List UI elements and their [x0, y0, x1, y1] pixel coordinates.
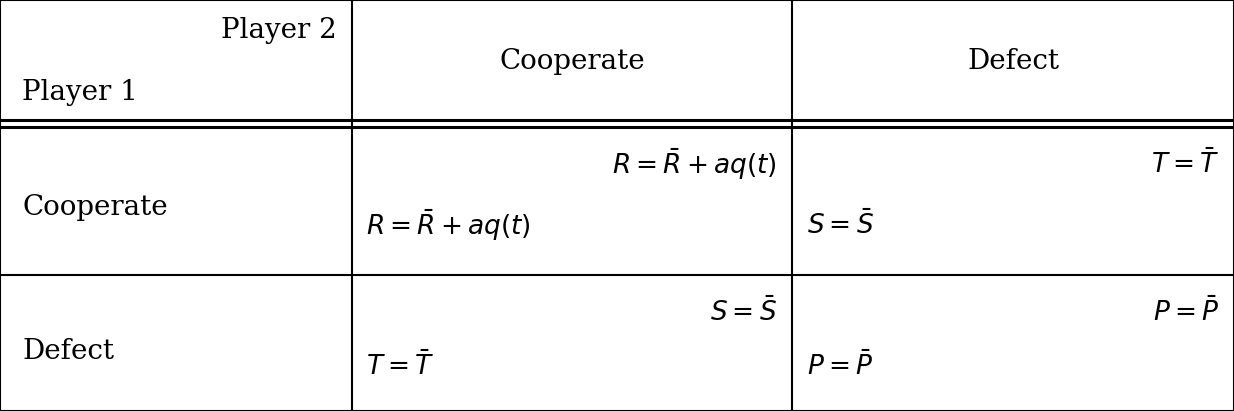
Text: $R = \bar{R} + aq(t)$: $R = \bar{R} + aq(t)$	[366, 208, 532, 243]
Text: Player 2: Player 2	[221, 17, 337, 44]
Text: Defect: Defect	[22, 338, 115, 365]
Text: $S = \bar{S}$: $S = \bar{S}$	[807, 210, 874, 240]
Text: Cooperate: Cooperate	[499, 48, 645, 75]
Text: $S = \bar{S}$: $S = \bar{S}$	[711, 297, 777, 327]
Text: $P = \bar{P}$: $P = \bar{P}$	[807, 351, 874, 381]
Text: $T = \bar{T}$: $T = \bar{T}$	[1151, 150, 1219, 179]
Text: $T = \bar{T}$: $T = \bar{T}$	[366, 351, 434, 381]
Text: Cooperate: Cooperate	[22, 194, 168, 221]
Text: $P = \bar{P}$: $P = \bar{P}$	[1153, 297, 1219, 327]
Text: $R = \bar{R} + aq(t)$: $R = \bar{R} + aq(t)$	[612, 147, 777, 182]
Text: Player 1: Player 1	[22, 79, 138, 106]
Text: Defect: Defect	[967, 48, 1059, 75]
